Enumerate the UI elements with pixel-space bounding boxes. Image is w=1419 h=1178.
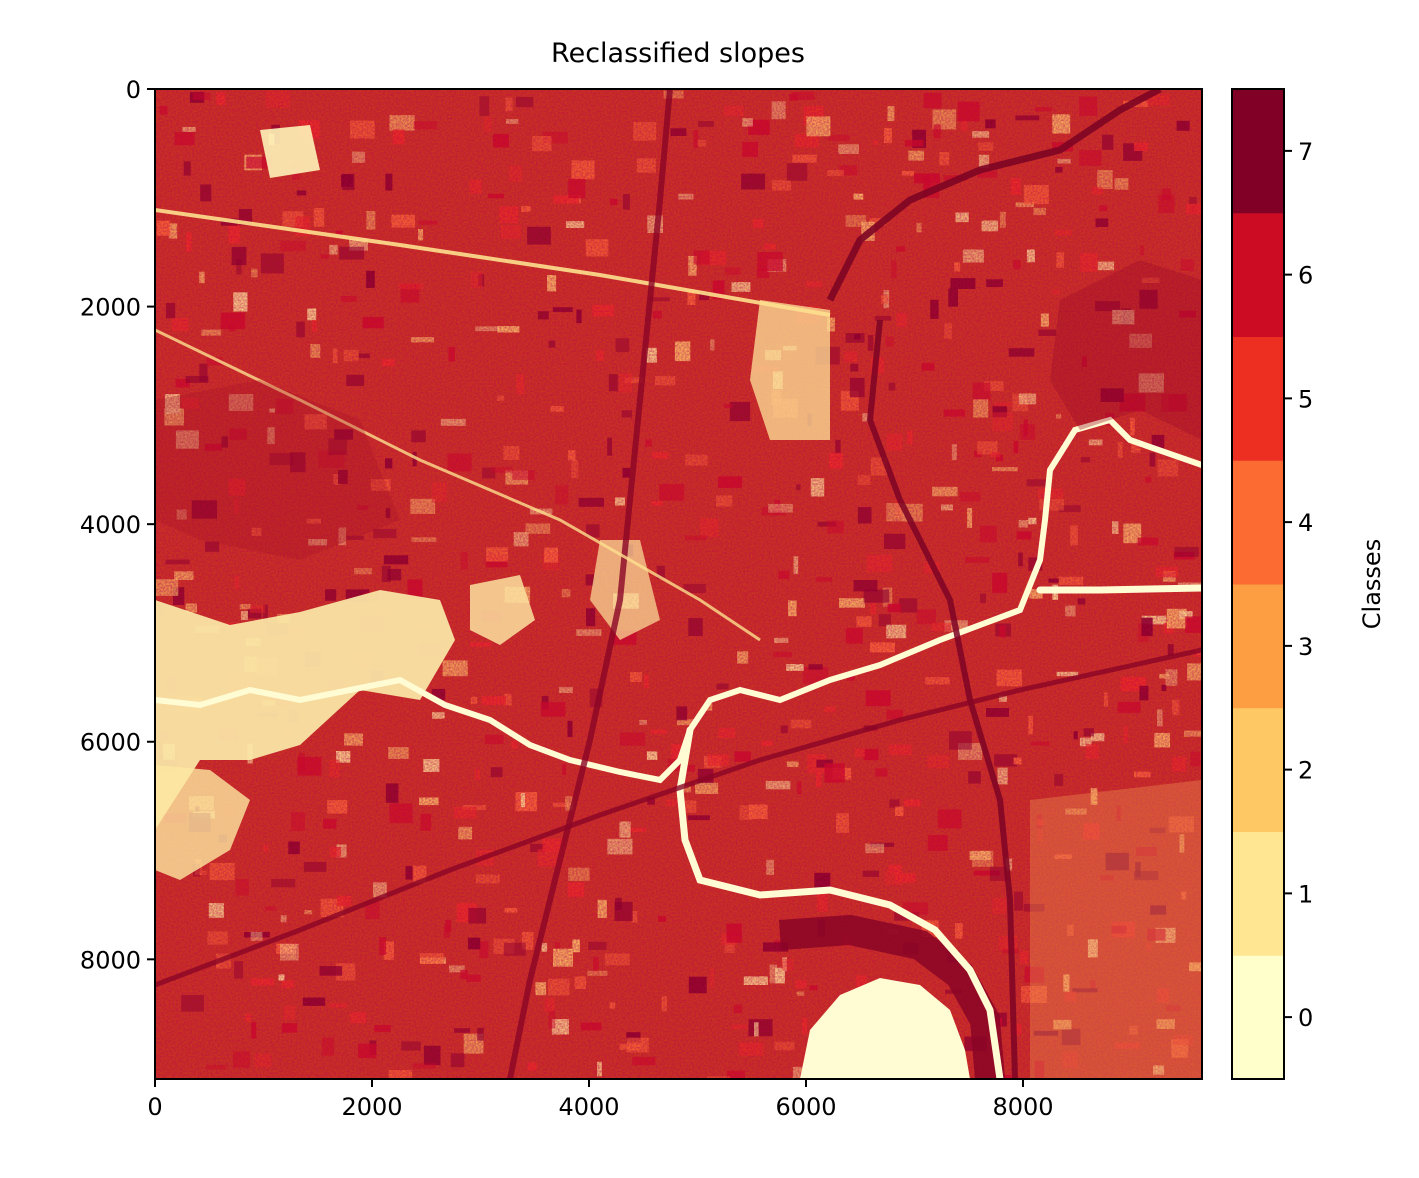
colorbar-segment-5 [1232,336,1284,461]
dense-cluster-west [155,380,400,560]
colorbar-tick-label: 2 [1298,757,1313,785]
rail-corridor-2 [866,319,1018,1079]
river-east-branch [1036,584,1202,594]
highway-diagonal [155,647,1202,988]
y-tick-label: 4000 [80,511,141,539]
road-southwest [507,89,673,1079]
colorbar-frame [1231,88,1285,1080]
colorbar-label: Classes [1358,539,1386,629]
colorbar [1232,89,1284,1080]
flat-area-southwest [155,765,250,880]
x-tick-label: 4000 [558,1093,619,1121]
x-tick-label: 8000 [992,1093,1053,1121]
chart-title: Reclassified slopes [551,38,805,69]
colorbar-segment-6 [1232,212,1284,337]
urban-patch [1201,255,1202,271]
flat-area-center [590,540,660,640]
lake-south [800,978,970,1079]
flat-area-north-east [750,300,830,440]
colorbar-segment-2 [1232,707,1284,832]
y-axis: 0 2000 4000 6000 8000 [80,76,155,974]
lake-shore-dark [778,914,1005,1079]
y-tick-label: 2000 [80,294,141,322]
rail-corridor [826,89,1162,302]
y-tick-label: 8000 [80,946,141,974]
colorbar-tick-label: 3 [1298,633,1313,661]
colorbar-tick-label: 6 [1298,262,1313,290]
colorbar-segment-3 [1232,584,1284,709]
road-west [155,328,761,642]
colorbar-ticks: 0 1 2 3 4 5 6 7 [1284,138,1313,1032]
x-tick-label: 6000 [775,1093,836,1121]
colorbar-segment-4 [1232,460,1284,585]
flat-area-west [155,590,455,830]
colorbar-segment-7 [1232,89,1284,214]
y-tick-label: 6000 [80,729,141,757]
y-tick-label: 0 [126,76,141,104]
x-tick-label: 0 [147,1093,162,1121]
x-tick-label: 2000 [341,1093,402,1121]
colorbar-tick-label: 7 [1298,138,1313,166]
colorbar-tick-label: 0 [1298,1004,1313,1032]
x-axis: 0 2000 4000 6000 8000 [147,1079,1054,1121]
urban-patch [1201,1016,1202,1023]
river [155,416,1202,784]
colorbar-segment-0 [1232,955,1284,1080]
industrial-blocks-se [1030,780,1202,1079]
plot-frame [154,88,1203,1080]
raster-image [155,89,1202,1079]
flat-area-stadium [260,125,320,178]
colorbar-segment-1 [1232,831,1284,956]
dense-cluster-east [1050,260,1202,440]
highway-north [155,208,831,317]
river-south-branch [676,726,1004,1079]
colorbar-tick-label: 4 [1298,509,1313,537]
colorbar-tick-label: 1 [1298,880,1313,908]
flat-area-park [470,575,535,645]
colorbar-tick-label: 5 [1298,385,1313,413]
